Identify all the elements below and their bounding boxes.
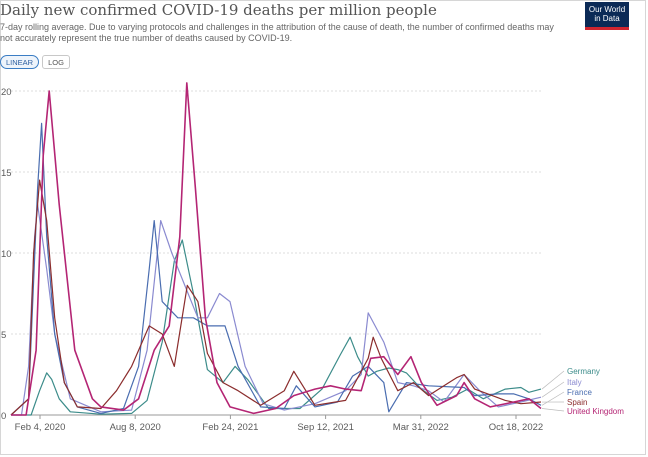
- chart-subtitle: 7-day rolling average. Due to varying pr…: [0, 22, 554, 43]
- series-line-united-kingdom: [11, 82, 542, 416]
- grid: [11, 90, 541, 416]
- legend-label-germany: Germany: [567, 367, 600, 376]
- y-tick-label: 20: [1, 87, 12, 98]
- legend-connector: [541, 408, 565, 412]
- owid-logo[interactable]: Our World in Data: [585, 2, 629, 30]
- series-line-italy: [11, 203, 542, 416]
- legend-label-spain: Spain: [567, 398, 587, 407]
- x-tick-label: Feb 4, 2020: [15, 422, 66, 433]
- axis-ticks: 0 5 10 15 20 Feb 4, 2020 Aug 8, 2020 Feb 24, 20…: [1, 87, 543, 433]
- log-scale-button[interactable]: LOG: [42, 55, 70, 69]
- series-lines: [10, 82, 542, 416]
- y-tick-label: 5: [1, 330, 6, 341]
- series-line-germany: [11, 239, 542, 416]
- legend-label-united-kingdom: United Kingdom: [567, 407, 624, 416]
- series-line-spain: [10, 179, 542, 416]
- x-tick-label: Mar 31, 2022: [393, 422, 449, 433]
- legend-connector: [541, 381, 565, 398]
- y-tick-label: 10: [1, 249, 12, 260]
- logo-accent-bar: [585, 27, 629, 30]
- legend-connector: [541, 391, 565, 406]
- chart-title: Daily new confirmed COVID-19 deaths per …: [0, 1, 437, 19]
- y-tick-label: 15: [1, 168, 12, 179]
- logo-line-2: in Data: [594, 14, 620, 23]
- legend-label-italy: Italy: [567, 378, 582, 387]
- y-tick-label: 0: [1, 411, 6, 422]
- x-tick-label: Feb 24, 2021: [202, 422, 258, 433]
- x-tick-label: Sep 12, 2021: [297, 422, 354, 433]
- logo-line-1: Our World: [588, 5, 626, 14]
- x-tick-label: Aug 8, 2020: [110, 422, 161, 433]
- scale-toggle: LINEAR LOG: [0, 55, 70, 69]
- x-tick-label: Oct 18, 2022: [489, 422, 543, 433]
- legend-label-france: France: [567, 388, 592, 397]
- series-line-france: [10, 122, 542, 416]
- linear-scale-button[interactable]: LINEAR: [0, 55, 40, 69]
- legend-connector: [541, 370, 565, 390]
